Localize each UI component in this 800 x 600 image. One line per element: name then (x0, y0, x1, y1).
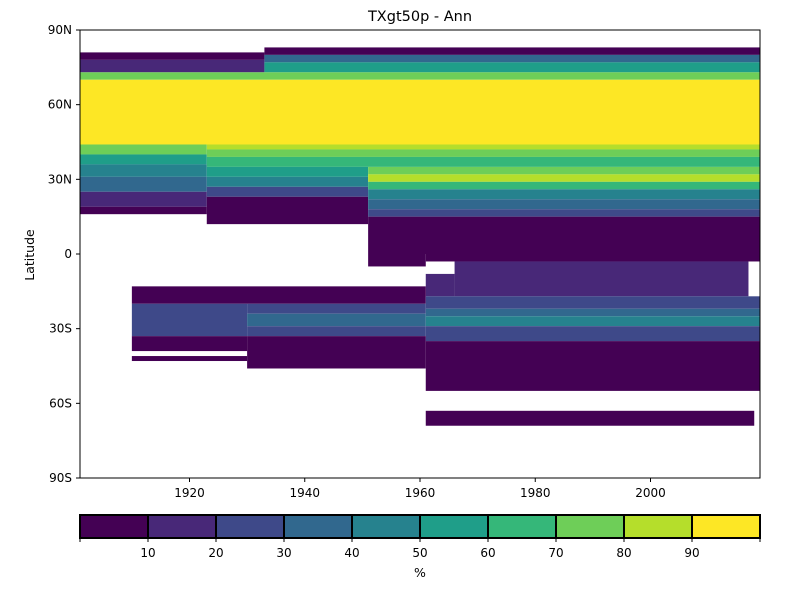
colorbar-tick-label-20: 20 (208, 546, 223, 560)
heatmap-cell-26 (368, 216, 760, 254)
colorbar-swatch-9 (691, 514, 761, 539)
x-tick-label-1960: 1960 (405, 486, 436, 500)
heatmap-cell-7 (80, 144, 207, 155)
heatmap-cell-42 (425, 341, 760, 391)
y-tick-label-30S: 30S (49, 322, 72, 336)
y-tick-label-60S: 60S (49, 396, 72, 410)
y-tick-label-60N: 60N (48, 98, 72, 112)
heatmap-cell-5 (80, 72, 760, 80)
heatmap-cell-1 (264, 47, 760, 55)
colorbar-tick-label-80: 80 (616, 546, 631, 560)
heatmap-cell-9 (80, 164, 207, 177)
heatmap-cell-19 (206, 196, 369, 225)
y-tick-label-90S: 90S (49, 471, 72, 485)
heatmap-cell-35 (247, 313, 426, 327)
heatmap-cell-14 (206, 149, 760, 157)
heatmap-cell-39 (425, 326, 760, 342)
x-tick-label-1920: 1920 (174, 486, 205, 500)
heatmap-cell-41 (247, 336, 426, 369)
heatmap-cell-0 (80, 52, 265, 60)
heatmap-cell-8 (80, 154, 207, 165)
heatmap-cell-22 (368, 181, 760, 190)
heatmap-cell-11 (80, 191, 207, 207)
heatmap-cell-29 (454, 261, 749, 297)
heatmap-cell-23 (368, 189, 760, 200)
colorbar-tick-label-50: 50 (412, 546, 427, 560)
heatmap-cell-30 (425, 273, 455, 297)
x-tick-label-1980: 1980 (520, 486, 551, 500)
heatmap-cell-13 (206, 144, 760, 150)
x-tick-label-1940: 1940 (289, 486, 320, 500)
colorbar-tick-label-30: 30 (276, 546, 291, 560)
heatmap-cell-2 (80, 59, 265, 73)
heatmap-cell-16 (206, 166, 369, 177)
colorbar-swatch-1 (147, 514, 217, 539)
heatmap-cell-37 (425, 308, 760, 317)
colorbar-swatch-0 (79, 514, 149, 539)
heatmap-cell-18 (206, 186, 369, 197)
heatmap-cell-10 (80, 176, 207, 192)
colorbar-swatch-6 (487, 514, 557, 539)
heatmap-cell-12 (80, 206, 207, 215)
heatmap-cell-31 (131, 286, 426, 304)
chart-title: TXgt50p - Ann (367, 9, 472, 25)
y-axis: 90N 60N 30N 0 30S 60S 90S (48, 23, 80, 485)
heatmap-cell-32 (425, 296, 760, 309)
y-tick-label-90N: 90N (48, 23, 72, 37)
colorbar-swatch-7 (555, 514, 625, 539)
heatmap-cell-20 (368, 166, 760, 175)
heatmap-cell-44 (425, 410, 755, 426)
heatmap-cell-25 (368, 209, 760, 217)
x-axis: 1920 1940 1960 1980 2000 (174, 478, 666, 500)
colorbar-tick-label-60: 60 (480, 546, 495, 560)
heatmap-cell-40 (131, 336, 248, 352)
colorbar-swatch-8 (623, 514, 693, 539)
heatmap-cell-24 (368, 199, 760, 210)
heatmap-cell-36 (247, 326, 426, 337)
colorbar-swatch-4 (351, 514, 421, 539)
heatmap-cell-15 (206, 156, 760, 167)
heatmap-cell-27 (368, 254, 426, 267)
colorbar (79, 514, 761, 539)
heatmap-cell-38 (425, 316, 760, 327)
colorbar-ticks: 10 20 30 40 50 60 70 80 90 (79, 538, 761, 560)
heatmap-cell-43 (131, 356, 248, 362)
y-axis-label: Latitude (22, 229, 37, 281)
heatmap-cell-3 (264, 54, 760, 63)
colorbar-tick-label-70: 70 (548, 546, 563, 560)
heatmap-cell-28 (425, 254, 760, 262)
x-tick-label-2000: 2000 (635, 486, 666, 500)
colorbar-swatch-2 (215, 514, 285, 539)
colorbar-tick-label-90: 90 (684, 546, 699, 560)
heatmap-cell-17 (206, 176, 369, 187)
colorbar-tick-label-10: 10 (140, 546, 155, 560)
plot-area (80, 47, 760, 426)
heatmap-cell-21 (368, 174, 760, 182)
heatmap-cell-33 (131, 303, 248, 337)
colorbar-label: % (414, 565, 426, 580)
colorbar-tick-label-40: 40 (344, 546, 359, 560)
y-tick-label-0: 0 (64, 247, 72, 261)
colorbar-swatch-3 (283, 514, 353, 539)
heatmap-cell-4 (264, 62, 760, 73)
y-tick-label-30N: 30N (48, 172, 72, 186)
heatmap-cell-34 (247, 303, 426, 314)
heatmap-cell-6 (80, 79, 760, 145)
colorbar-swatch-5 (419, 514, 489, 539)
